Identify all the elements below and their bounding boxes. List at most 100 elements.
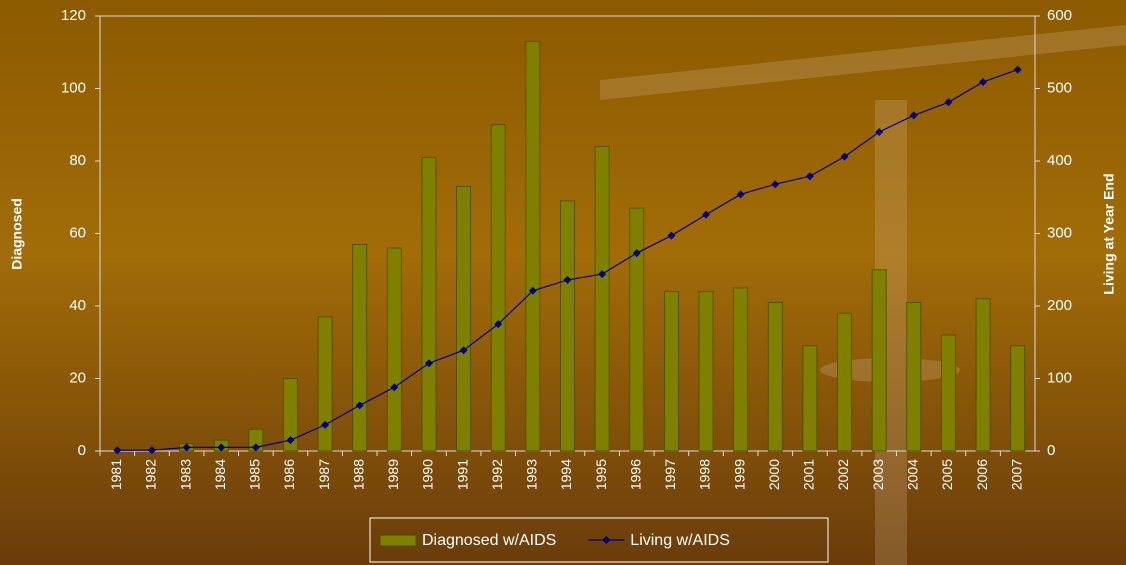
x-tick-label: 2007 [1008, 459, 1024, 490]
line-marker [321, 420, 330, 429]
y2-tick-label: 100 [1047, 369, 1072, 386]
bar [698, 291, 714, 452]
x-tick-label: 1998 [697, 459, 713, 490]
legend-marker [602, 536, 611, 544]
x-tick-label: 1988 [350, 459, 366, 490]
bar [906, 301, 922, 452]
y2-tick-label: 600 [1047, 7, 1072, 24]
line-marker [702, 210, 711, 219]
line-marker [805, 172, 814, 181]
x-tick-label: 2000 [766, 459, 782, 490]
bar [386, 247, 402, 452]
line-marker [771, 180, 780, 189]
line-marker [736, 190, 745, 199]
bar [802, 345, 818, 452]
line-marker [182, 443, 191, 452]
line-marker [875, 128, 884, 136]
line-marker [528, 286, 537, 295]
line-marker [390, 383, 399, 392]
bar [871, 269, 887, 452]
x-tick-label: 1997 [662, 459, 678, 490]
legend-label: Diagnosed w/AIDS [422, 532, 556, 549]
bar [733, 287, 749, 452]
x-tick-label: 1999 [731, 459, 747, 490]
bar [283, 378, 298, 452]
legend: Diagnosed w/AIDS Living w/AIDS [369, 517, 829, 563]
legend-label: Living w/AIDS [630, 532, 730, 549]
bar [490, 124, 506, 452]
x-tick-label: 1981 [108, 459, 124, 490]
bar [629, 207, 645, 452]
line-marker [979, 77, 988, 86]
y-tick-label: 120 [61, 7, 86, 24]
bar [525, 40, 541, 452]
y2-tick-label: 300 [1047, 224, 1072, 241]
y-tick-label: 60 [69, 224, 86, 241]
x-tick-label: 2004 [904, 459, 920, 490]
bar [594, 146, 610, 452]
line-marker [598, 270, 607, 279]
y2-tick-label: 200 [1047, 297, 1072, 314]
x-tick-label: 1984 [212, 459, 228, 490]
x-tick-label: 1990 [420, 459, 436, 490]
x-tick-label: 1996 [627, 459, 643, 490]
decoration [600, 25, 1126, 565]
x-tick-label: 2002 [835, 459, 851, 490]
line-marker [286, 436, 295, 445]
bar [975, 298, 991, 452]
bar [767, 301, 783, 452]
line-marker [355, 401, 364, 410]
x-tick-label: 2001 [801, 459, 817, 490]
bar [352, 243, 368, 452]
x-tick-label: 2005 [939, 459, 955, 490]
y2-axis-title: Living at Year End [1101, 173, 1117, 294]
line-marker [217, 443, 226, 452]
x-tick-label: 1982 [143, 459, 159, 490]
bar [941, 334, 956, 452]
y-tick-label: 40 [69, 297, 86, 314]
y-axis-title: Diagnosed [9, 198, 25, 270]
line-marker [632, 249, 641, 258]
y2-tick-label: 500 [1047, 79, 1072, 96]
y-tick-label: 20 [69, 369, 86, 386]
x-tick-label: 1992 [489, 459, 505, 490]
line-marker [1013, 65, 1022, 74]
bar [421, 156, 437, 452]
y-tick-label: 100 [61, 79, 86, 96]
x-tick-label: 1994 [558, 459, 574, 490]
x-tick-label: 1989 [385, 459, 401, 490]
y-tick-label: 0 [78, 442, 86, 459]
bar [560, 200, 575, 452]
line-marker [563, 275, 572, 284]
y2-tick-label: 0 [1047, 442, 1055, 459]
line-marker [251, 443, 260, 452]
line-marker [944, 98, 953, 107]
x-tick-label: 1995 [593, 459, 609, 490]
bar [663, 291, 679, 452]
x-tick-label: 1986 [281, 459, 297, 490]
legend-box [369, 517, 829, 563]
line-marker [494, 320, 503, 329]
y2-tick-label: 400 [1047, 152, 1072, 169]
x-tick-label: 1991 [454, 459, 470, 490]
line-marker [840, 152, 849, 161]
bar [837, 312, 852, 452]
x-tick-label: 2006 [974, 459, 990, 490]
x-tick-label: 1993 [524, 459, 540, 490]
legend-swatch [379, 534, 417, 547]
x-tick-label: 1983 [177, 459, 193, 490]
y-tick-label: 80 [69, 152, 86, 169]
bar [317, 316, 333, 452]
line-marker [667, 231, 676, 240]
bar [456, 185, 472, 452]
line-marker [909, 111, 918, 120]
line-marker [147, 446, 156, 455]
x-tick-label: 1985 [247, 459, 263, 490]
line-marker [424, 359, 433, 368]
x-tick-label: 1987 [316, 459, 332, 490]
x-tick-label: 2003 [870, 459, 886, 490]
bar [1010, 345, 1026, 452]
line-marker [459, 346, 468, 355]
